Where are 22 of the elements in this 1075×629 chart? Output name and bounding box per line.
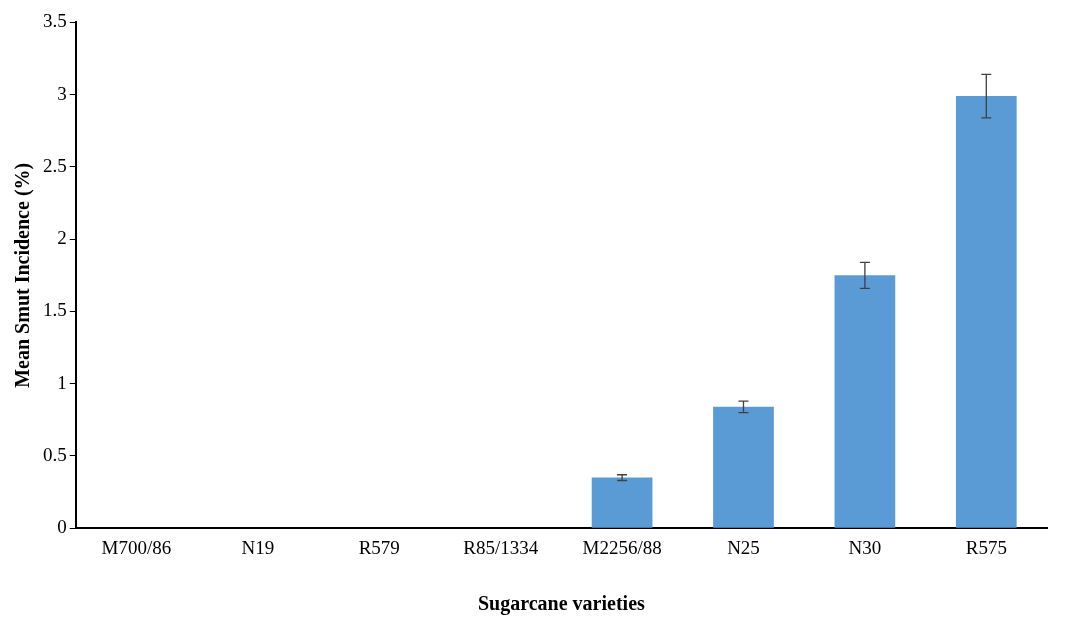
y-tick-label: 3.5 xyxy=(43,10,67,32)
y-tick-label: 1 xyxy=(57,371,67,393)
x-tick-label: M2256/88 xyxy=(582,536,662,558)
bar xyxy=(591,477,653,528)
y-tick-label: 1.5 xyxy=(43,299,67,321)
x-tick-label: R85/1334 xyxy=(463,536,539,558)
y-axis-title: Mean Smut Incidence (%) xyxy=(11,162,35,388)
bar xyxy=(955,96,1017,528)
x-tick-label: N25 xyxy=(727,536,760,558)
bar xyxy=(713,406,774,528)
y-tick-label: 0.5 xyxy=(43,443,67,465)
x-tick-label: M700/86 xyxy=(101,536,172,558)
x-tick-label: N30 xyxy=(848,536,882,558)
x-axis-title: Sugarcane varieties xyxy=(477,592,645,616)
x-tick-label: N19 xyxy=(241,536,275,558)
y-tick-label: 2.5 xyxy=(43,154,67,176)
y-tick-label: 3 xyxy=(57,82,67,104)
bar xyxy=(834,275,896,528)
x-tick-label: R575 xyxy=(965,536,1007,558)
y-tick-label: 0 xyxy=(57,516,67,538)
x-tick-label: R579 xyxy=(358,536,400,558)
y-tick-label: 2 xyxy=(57,227,67,249)
